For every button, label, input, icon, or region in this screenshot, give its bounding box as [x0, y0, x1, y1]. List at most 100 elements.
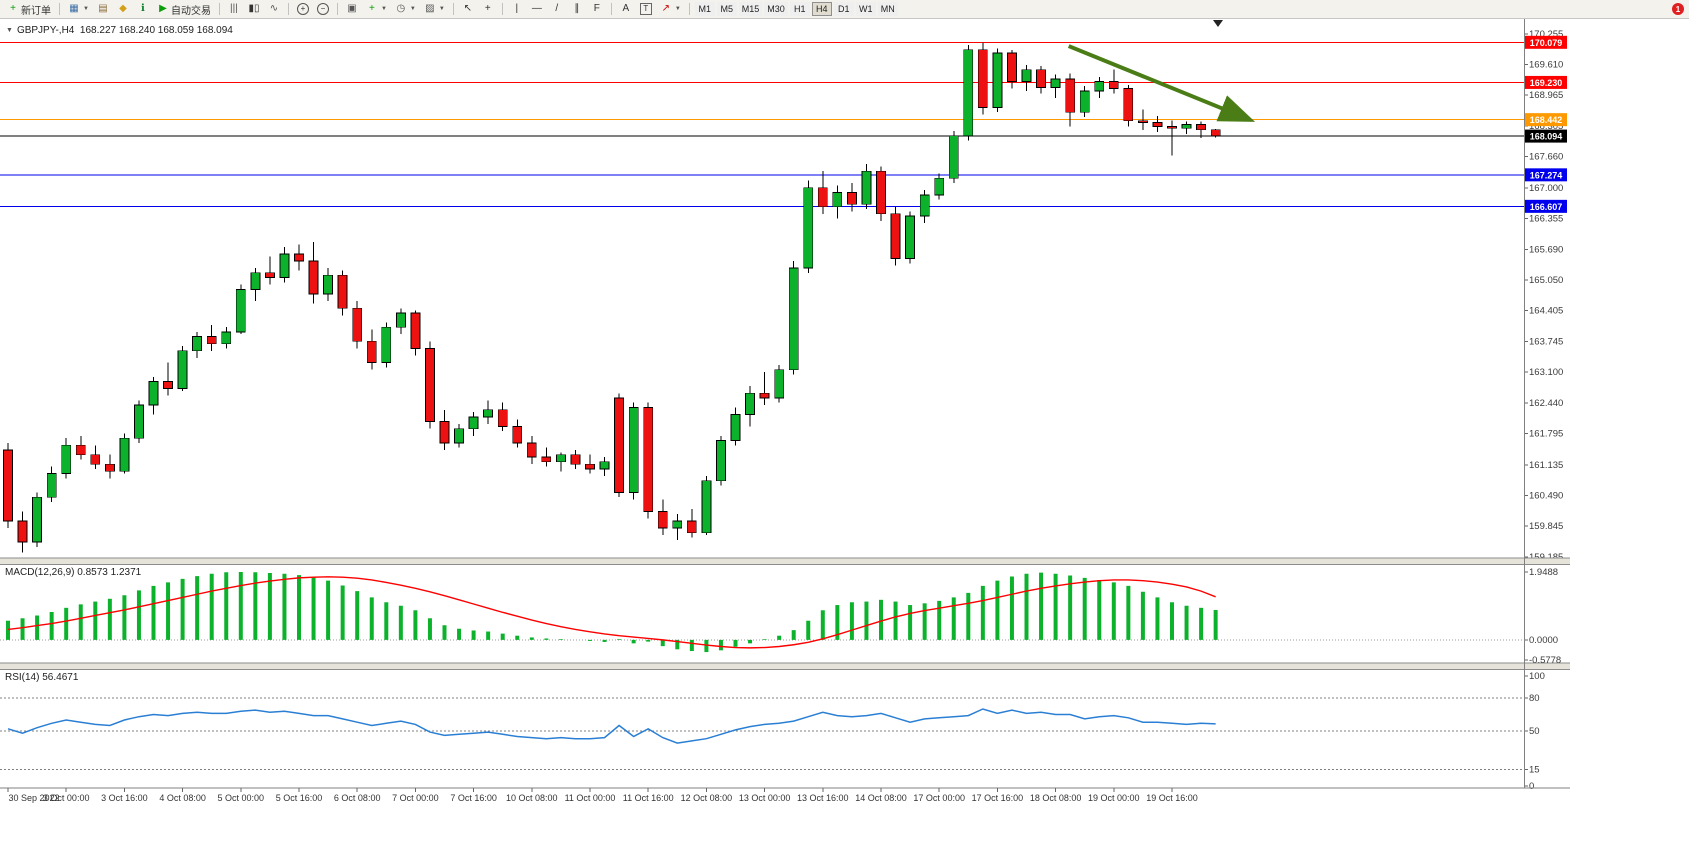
candle-body — [454, 428, 464, 444]
new-chart-button[interactable]: ▦ ▼ — [64, 2, 93, 17]
rsi-line — [7, 708, 1216, 744]
svg-text:168.442: 168.442 — [1530, 115, 1563, 125]
candle-body — [817, 187, 828, 208]
timeframe-h1-button[interactable]: H1 — [789, 2, 810, 16]
chart-area[interactable]: 170.255 169.610 168.965 168.305 167.660 167.0… — [0, 19, 1689, 855]
panel-splitter[interactable] — [0, 662, 1570, 670]
dropdown-arrow-icon: ▼ — [409, 6, 416, 12]
periods-button[interactable]: ◷ ▼ — [391, 2, 420, 17]
candle-body — [148, 381, 159, 406]
candle-body — [1123, 88, 1134, 122]
candle-body — [948, 135, 959, 179]
horizontal-line-icon: — — [531, 3, 542, 14]
new-order-button[interactable]: + 新订单 — [3, 2, 55, 17]
svg-text:18 Oct 08:00: 18 Oct 08:00 — [1030, 793, 1082, 803]
candle-body — [439, 421, 450, 444]
price-badge: 169.230 — [1525, 75, 1567, 89]
panel-splitter[interactable] — [0, 557, 1570, 565]
candle-body — [119, 437, 130, 472]
line-chart-button[interactable]: ∿ — [264, 2, 284, 17]
text-label-button[interactable]: T — [636, 2, 656, 17]
zoom-in-icon: + — [296, 3, 309, 15]
zoom-out-icon: − — [316, 3, 329, 15]
timeframe-m1-button[interactable]: M1 — [694, 2, 715, 16]
candle-body — [992, 52, 1003, 108]
candle-body — [1094, 81, 1105, 92]
svg-text:11 Oct 00:00: 11 Oct 00:00 — [565, 793, 616, 803]
svg-text:11 Oct 16:00: 11 Oct 16:00 — [623, 793, 674, 803]
symbol-ohlc-label: GBPJPY-,H4 168.227 168.240 168.059 168.0… — [6, 25, 233, 36]
candle-body — [221, 331, 232, 345]
dropdown-arrow-icon: ▼ — [438, 6, 445, 12]
zoom-in-button[interactable]: + — [293, 2, 313, 17]
timeframe-w1-button[interactable]: W1 — [855, 2, 876, 16]
candle-body — [483, 409, 494, 418]
fibonacci-icon: F — [593, 3, 600, 14]
crosshair-button[interactable]: + — [478, 2, 498, 17]
svg-text:17 Oct 00:00: 17 Oct 00:00 — [913, 793, 965, 803]
templates-button[interactable]: ▨ ▼ — [420, 2, 449, 17]
svg-text:14 Oct 08:00: 14 Oct 08:00 — [855, 793, 907, 803]
candle-body — [497, 409, 508, 427]
text-button[interactable]: A — [616, 2, 636, 17]
price-level-lines — [0, 41, 1524, 207]
candle-body — [847, 192, 857, 205]
candle-body — [730, 414, 741, 441]
bar-chart-button[interactable]: ||| — [224, 2, 244, 17]
channel-icon: ∥ — [574, 3, 580, 14]
timeframe-d1-button[interactable]: D1 — [833, 2, 854, 16]
trend-arrow[interactable] — [1067, 44, 1256, 122]
trendline-button[interactable]: / — [547, 2, 567, 17]
candle-body — [468, 416, 479, 430]
svg-text:168.965: 168.965 — [1529, 90, 1563, 101]
arrows-button[interactable]: ↗ ▼ — [656, 2, 685, 17]
cursor-button[interactable]: ↖ — [458, 2, 478, 17]
svg-text:168.305: 168.305 — [1529, 121, 1563, 132]
svg-text:169.610: 169.610 — [1529, 59, 1563, 70]
indicators-button[interactable]: + ▼ — [362, 2, 391, 17]
candlestick-chart-button[interactable]: ▮▯ — [244, 2, 264, 17]
svg-text:1.9488: 1.9488 — [1529, 567, 1558, 578]
candle-body — [235, 288, 246, 333]
svg-text:161.135: 161.135 — [1529, 460, 1563, 471]
candle-body — [279, 253, 290, 278]
candle-body — [104, 463, 115, 472]
svg-text:163.745: 163.745 — [1529, 337, 1563, 348]
terminal-button[interactable]: ℹ — [133, 2, 153, 17]
timeframe-m15-button[interactable]: M15 — [738, 2, 763, 16]
svg-text:15: 15 — [1529, 765, 1540, 776]
candle-body — [556, 454, 566, 463]
new-order-icon: + — [10, 3, 16, 14]
timeframe-m5-button[interactable]: M5 — [716, 2, 737, 16]
candle-body — [643, 407, 654, 512]
symbol-collapse-icon[interactable] — [6, 27, 13, 34]
candle-body — [570, 454, 581, 465]
zoom-out-button[interactable]: − — [313, 2, 333, 17]
candle-body — [599, 461, 610, 470]
candle-body — [585, 463, 595, 470]
tile-windows-button[interactable]: ▣ — [342, 2, 362, 17]
metaeditor-button[interactable]: ◆ — [113, 2, 133, 17]
svg-text:165.690: 165.690 — [1529, 245, 1563, 256]
notification-icon[interactable]: 1 — [1672, 3, 1684, 15]
svg-text:164.405: 164.405 — [1529, 305, 1563, 316]
svg-text:0.0000: 0.0000 — [1529, 635, 1558, 646]
candle-body — [1079, 90, 1090, 113]
price-axis[interactable]: 170.255 169.610 168.965 168.305 167.660 167.0… — [1524, 29, 1567, 563]
timeframe-mn-button[interactable]: MN — [877, 2, 898, 16]
horizontal-line-button[interactable]: — — [527, 2, 547, 17]
vertical-line-button[interactable]: | — [507, 2, 527, 17]
fibonacci-button[interactable]: F — [587, 2, 607, 17]
svg-text:12 Oct 08:00: 12 Oct 08:00 — [681, 793, 733, 803]
candle-body — [890, 213, 901, 260]
timeframe-h4-button[interactable]: H4 — [811, 2, 832, 16]
timeframe-m30-button[interactable]: M30 — [764, 2, 788, 16]
price-badge: 166.607 — [1525, 199, 1567, 213]
macd-signal-line — [7, 576, 1216, 649]
candle-body — [1138, 120, 1148, 123]
candle-body — [1181, 124, 1192, 129]
autotrading-button[interactable]: ▶ 自动交易 — [153, 2, 215, 17]
channel-button[interactable]: ∥ — [567, 2, 587, 17]
profiles-button[interactable]: ▤ — [93, 2, 113, 17]
